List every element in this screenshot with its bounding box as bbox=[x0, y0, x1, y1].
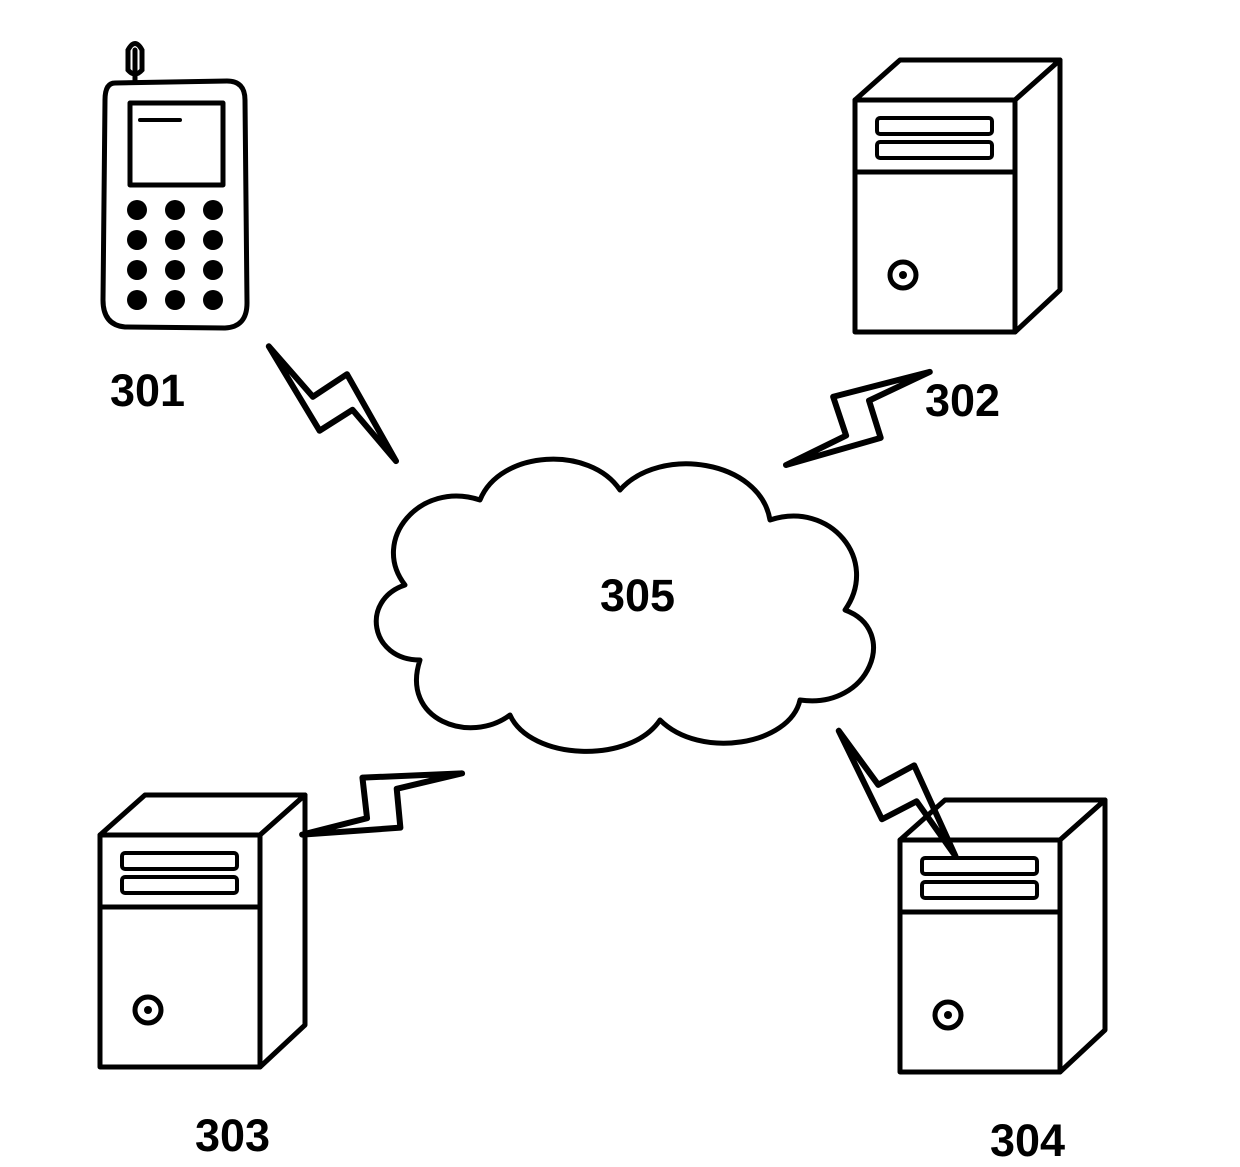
edge-server303-cloud bbox=[292, 735, 471, 870]
label-305: 305 bbox=[600, 570, 675, 622]
server-node-304 bbox=[900, 800, 1105, 1072]
label-301: 301 bbox=[110, 365, 185, 417]
diagram-canvas: 301 302 303 304 305 bbox=[0, 0, 1240, 1150]
mobile-phone-node bbox=[103, 44, 247, 329]
edge-server302-cloud bbox=[772, 339, 942, 496]
edge-phone-cloud bbox=[246, 328, 421, 476]
label-303: 303 bbox=[195, 1110, 270, 1162]
label-304: 304 bbox=[990, 1115, 1065, 1167]
label-302: 302 bbox=[925, 375, 1000, 427]
server-node-303 bbox=[100, 795, 305, 1067]
phone-antenna bbox=[128, 44, 142, 81]
server-node-302 bbox=[855, 60, 1060, 332]
